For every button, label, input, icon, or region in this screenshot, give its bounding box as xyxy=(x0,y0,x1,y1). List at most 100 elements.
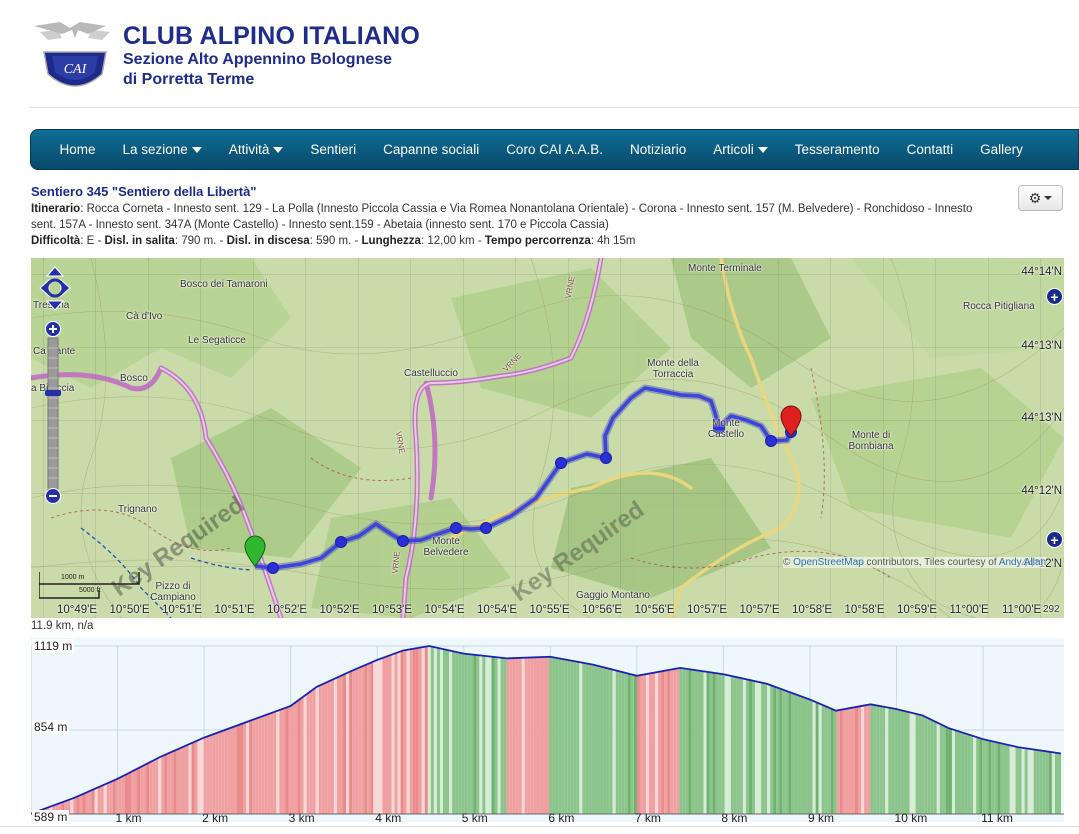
elevation-segment xyxy=(748,679,752,814)
elevation-segment xyxy=(536,657,540,814)
elevation-segment xyxy=(885,707,889,814)
elevation-segment xyxy=(791,692,795,814)
layer-switcher-button[interactable]: + xyxy=(1046,288,1063,305)
elevation-segment xyxy=(218,731,222,814)
waypoint-marker[interactable] xyxy=(600,452,612,464)
elevation-segment xyxy=(285,706,289,814)
nav-item-la-sezione[interactable]: La sezione xyxy=(109,142,215,157)
elevation-segment xyxy=(942,725,946,814)
elevation-segment xyxy=(143,764,147,814)
nav-item-label: Sentieri xyxy=(310,142,357,157)
elevation-segment xyxy=(306,691,310,814)
map-attribution: © OpenStreetMap contributors, Tiles cour… xyxy=(783,557,1047,568)
layer-switcher-button[interactable]: + xyxy=(1046,531,1063,548)
elevation-segment xyxy=(488,656,492,814)
waypoint-marker[interactable] xyxy=(450,522,462,534)
elevation-segment xyxy=(764,683,768,814)
km-tick-label: 2 km xyxy=(202,811,229,825)
elevation-segment xyxy=(997,742,1001,814)
elevation-segment xyxy=(121,775,125,814)
elevation-segment xyxy=(812,700,816,814)
tiles-credit-link[interactable]: Andy Allan xyxy=(998,557,1047,568)
elevation-segment xyxy=(594,664,598,814)
nav-item-notiziario[interactable]: Notiziario xyxy=(616,142,699,157)
osm-link[interactable]: OpenStreetMap xyxy=(793,557,864,568)
gear-icon: ⚙ xyxy=(1028,189,1042,206)
elevation-segment xyxy=(961,732,965,814)
nav-list: Home La sezione Attività Sentieri Capanne so… xyxy=(31,130,1078,169)
elevation-segment xyxy=(315,685,319,814)
longitude-label: 10°56'E xyxy=(582,604,623,616)
elevation-segment xyxy=(361,665,365,814)
elevation-segment xyxy=(752,680,756,814)
elevation-segment xyxy=(688,669,692,814)
pan-control[interactable] xyxy=(39,266,71,311)
elevation-segment xyxy=(785,690,789,814)
trail-stats: Difficoltà: E - Disl. in salita: 790 m. … xyxy=(31,235,636,247)
waypoint-marker[interactable] xyxy=(713,422,725,434)
waypoint-marker[interactable] xyxy=(335,536,347,548)
waypoint-marker[interactable] xyxy=(397,535,409,547)
elevation-segment xyxy=(185,744,189,814)
elevation-segment xyxy=(736,677,740,814)
elevation-segment xyxy=(212,733,216,814)
nav-item-label: Notiziario xyxy=(629,142,687,157)
nav-item-capanne-sociali[interactable]: Capanne sociali xyxy=(370,142,493,157)
settings-dropdown-button[interactable]: ⚙ xyxy=(1018,185,1063,211)
pan-up-icon[interactable] xyxy=(45,266,65,277)
nav-item-sentieri[interactable]: Sentieri xyxy=(297,142,370,157)
waypoint-marker[interactable] xyxy=(765,435,777,447)
end-marker-icon[interactable] xyxy=(780,405,802,437)
nav-item-contatti[interactable]: Contatti xyxy=(893,142,967,157)
descent-label: Disl. in discesa xyxy=(226,235,310,247)
elevation-segment xyxy=(439,648,443,814)
place-label: Castelluccio xyxy=(404,368,458,379)
pan-down-icon[interactable] xyxy=(45,300,65,311)
zoom-bar[interactable] xyxy=(45,321,61,504)
elevation-segment xyxy=(297,698,301,814)
elevation-segment xyxy=(739,677,743,814)
nav-item-coro-cai-a-a-b-[interactable]: Coro CAI A.A.B. xyxy=(493,142,617,157)
km-tick-label: 11 km xyxy=(981,811,1013,825)
nav-item-home[interactable]: Home xyxy=(46,142,109,157)
nav-item-articoli[interactable]: Articoli xyxy=(700,142,782,157)
waypoint-marker[interactable] xyxy=(480,522,492,534)
elevation-segment xyxy=(233,725,237,814)
elevation-segment xyxy=(664,670,668,814)
elevation-segment xyxy=(327,680,331,814)
place-label: Bosco dei Tamaroni xyxy=(180,279,268,290)
elevation-segment xyxy=(809,699,813,814)
nav-item-tesseramento[interactable]: Tesseramento xyxy=(781,142,893,157)
elevation-segment xyxy=(449,650,453,814)
elevation-segment xyxy=(694,669,698,814)
elevation-segment xyxy=(782,689,786,814)
waypoint-marker[interactable] xyxy=(267,562,279,574)
elevation-segment xyxy=(951,729,955,814)
elevation-segment xyxy=(673,668,677,814)
cai-logo[interactable]: CAI xyxy=(30,18,120,92)
elevation-segment xyxy=(1000,743,1004,814)
elevation-segment xyxy=(509,658,513,814)
elevation-segment xyxy=(97,786,101,814)
elevation-segment xyxy=(312,687,316,814)
longitude-label: 10°51'E xyxy=(162,604,203,616)
trail-map[interactable]: Key Required Key Required Bosco dei Tama… xyxy=(31,258,1064,618)
elevation-segment xyxy=(618,671,622,814)
elevation-segment xyxy=(191,741,195,814)
place-label: Monte della Torraccia xyxy=(647,358,699,380)
elevation-segment xyxy=(530,657,534,814)
nav-item-attivit-[interactable]: Attività xyxy=(215,142,297,157)
org-name[interactable]: CLUB ALPINO ITALIANO xyxy=(123,22,421,50)
elevation-segment xyxy=(715,673,719,814)
place-label: Monte di Bombiana xyxy=(848,430,894,452)
start-marker-icon[interactable] xyxy=(244,535,266,567)
elevation-segment xyxy=(397,651,401,814)
elevation-segment xyxy=(170,751,174,814)
elevation-segment xyxy=(500,657,504,814)
waypoint-marker[interactable] xyxy=(555,457,567,469)
elevation-segment xyxy=(446,649,450,814)
elevation-profile[interactable]: 1119 m 854 m 589 m 1 km 2 km 3 km 4 km 5 km 6… xyxy=(30,638,1064,825)
zoom-slider-handle[interactable] xyxy=(45,390,61,396)
elevation-segment xyxy=(443,649,447,814)
nav-item-gallery[interactable]: Gallery xyxy=(967,142,1037,157)
